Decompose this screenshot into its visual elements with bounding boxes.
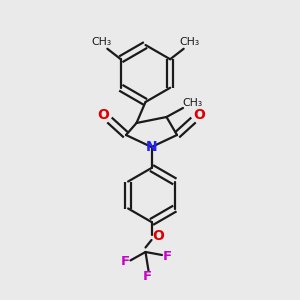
Text: F: F: [163, 250, 172, 263]
Text: O: O: [194, 108, 206, 122]
Text: O: O: [98, 108, 110, 122]
Text: CH₃: CH₃: [182, 98, 202, 109]
Text: F: F: [121, 255, 130, 268]
Text: F: F: [142, 270, 152, 283]
Text: N: N: [146, 140, 157, 154]
Text: O: O: [152, 229, 164, 243]
Text: CH₃: CH₃: [179, 37, 199, 47]
Text: CH₃: CH₃: [92, 37, 112, 47]
